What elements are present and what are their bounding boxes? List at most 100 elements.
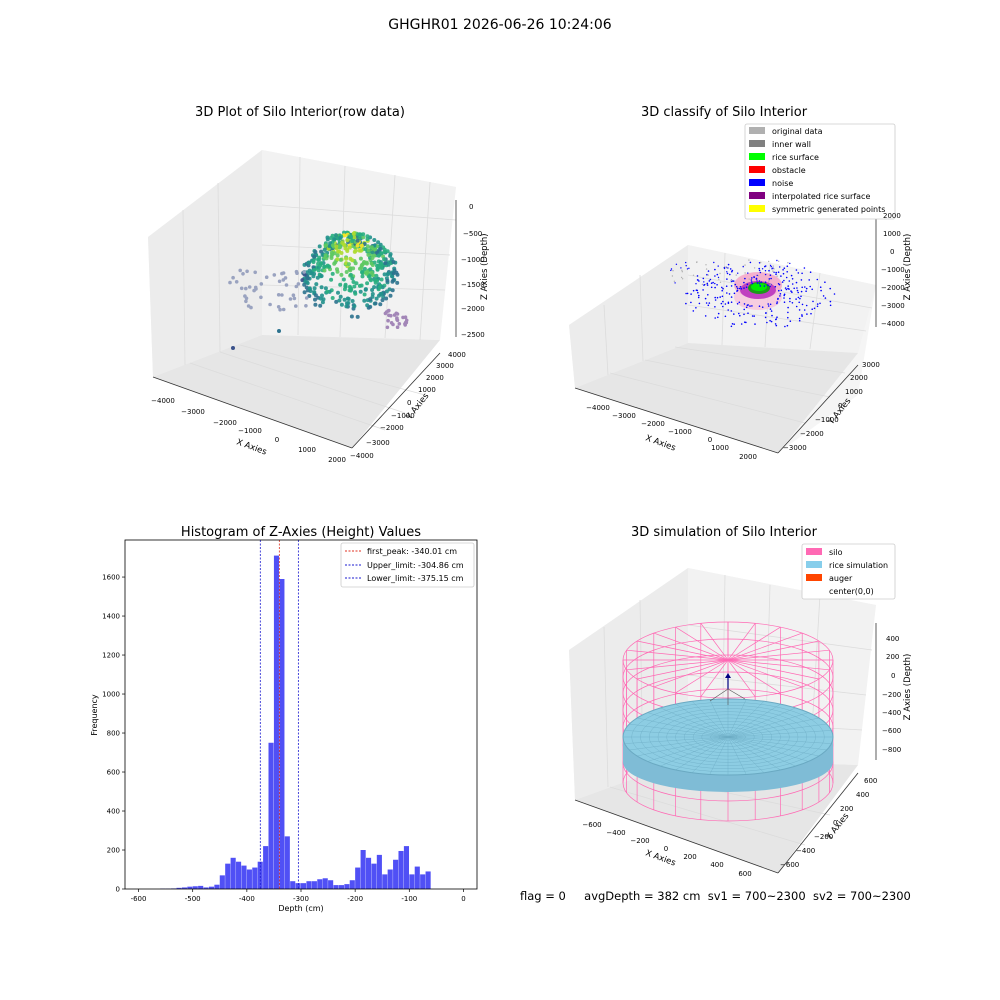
classify-noise-point — [757, 275, 760, 277]
raw-point — [365, 281, 370, 286]
classify-noise-point — [671, 275, 674, 277]
classify-noise-point — [756, 282, 759, 284]
hist-bar — [338, 885, 345, 889]
silo-roof-spoke — [727, 632, 803, 661]
classify-noise-point — [753, 315, 755, 317]
rice-mesh-spoke — [629, 723, 729, 738]
classify-noise-point — [719, 296, 721, 298]
raw-point — [241, 272, 245, 276]
raw-point — [378, 302, 383, 307]
raw-point — [368, 304, 373, 309]
classify-noise-point — [775, 318, 777, 321]
legend-swatch-auger — [806, 574, 822, 581]
classify-noise-point — [806, 313, 808, 315]
raw-point — [356, 232, 361, 237]
raw-scatter-points — [228, 230, 409, 350]
raw-point — [330, 296, 335, 300]
svg-text:1000: 1000 — [845, 388, 863, 396]
svg-text:0: 0 — [891, 672, 895, 680]
classify-noise-point — [685, 302, 687, 305]
raw-point — [360, 262, 365, 267]
raw-point — [352, 304, 357, 309]
classify-noise-point — [759, 271, 762, 274]
classify-noise-point — [803, 267, 806, 269]
hist-bar — [360, 850, 366, 889]
rice-mesh-spoke — [727, 736, 809, 762]
hist-bar — [382, 874, 388, 889]
legend-swatch-rice-surface — [749, 153, 765, 160]
hist-vlines — [259, 540, 299, 889]
raw-point — [385, 325, 390, 330]
legend-silo: silo — [829, 548, 843, 557]
raw-point — [294, 284, 299, 289]
raw-left-pane — [148, 150, 262, 377]
legend-upper-limit: Upper_limit: -304.86 cm — [367, 561, 464, 570]
svg-text:2000: 2000 — [739, 453, 757, 461]
classify-noise-point — [739, 286, 742, 288]
sim-title: 3D simulation of Silo Interior — [631, 525, 818, 540]
classify-noise-point — [776, 302, 778, 305]
classify-noise-point — [801, 303, 804, 306]
hist-bar — [344, 884, 350, 889]
svg-text:0: 0 — [275, 436, 279, 444]
hist-title: Histogram of Z-Axies (Height) Values — [181, 525, 421, 540]
svg-text:−2500: −2500 — [461, 331, 485, 339]
raw-point — [384, 310, 389, 314]
rice-mesh-spoke — [727, 703, 781, 738]
raw-point — [343, 284, 348, 289]
rice-mesh-spoke — [624, 736, 729, 744]
raw-point — [368, 276, 373, 281]
raw-point — [373, 247, 377, 252]
classify-noise-point — [791, 283, 794, 285]
raw-point — [370, 292, 375, 296]
hist-bar — [414, 866, 420, 889]
classify-noise-point — [724, 315, 727, 318]
raw-point — [335, 249, 340, 254]
raw-point — [253, 285, 258, 290]
svg-text:−3000: −3000 — [181, 408, 205, 416]
classify-noise-point — [714, 275, 716, 277]
raw-point — [374, 273, 379, 278]
raw-point — [373, 301, 378, 306]
classify-noise-point — [787, 262, 789, 264]
silo-roof-spoke — [700, 623, 729, 661]
classify-noise-point — [730, 285, 733, 287]
classify-noise-point — [787, 311, 789, 314]
raw-z-ticks: 0 −500 −1000 −1500 −2000 −2500 — [461, 203, 485, 339]
raw-point — [391, 278, 396, 283]
classify-noise-point — [745, 306, 748, 309]
classify-noise-point — [746, 283, 749, 286]
rice-mesh-spoke — [727, 730, 832, 738]
raw-point — [246, 304, 251, 308]
raw-point — [370, 250, 375, 255]
classify-noise-point — [733, 292, 736, 295]
raw-point — [362, 292, 367, 297]
hist-bar — [420, 874, 426, 889]
raw-point — [358, 266, 362, 271]
classify-noise-point — [685, 261, 687, 264]
raw-point — [318, 303, 323, 308]
classify-noise-point — [685, 265, 687, 267]
raw-point — [359, 248, 363, 253]
svg-text:−200: −200 — [814, 833, 833, 841]
raw-point — [313, 293, 318, 298]
classify-noise-point — [709, 278, 712, 281]
classify-noise-point — [696, 275, 699, 277]
raw-point — [313, 297, 317, 302]
legend-rice-simulation: rice simulation — [829, 561, 888, 570]
classify-noise-point — [748, 278, 750, 280]
raw-point — [368, 267, 373, 272]
classify-noise-point — [755, 277, 758, 280]
classify-noise-point — [721, 286, 723, 289]
classify-noise-point — [740, 323, 743, 325]
rice-mesh-spoke — [727, 736, 832, 744]
raw-zlabel: Z Axies (Depth) — [480, 233, 490, 300]
rice-mesh-spoke — [647, 712, 729, 738]
classify-noise-point — [735, 274, 737, 276]
classify-noise-point — [788, 280, 791, 282]
classify-noise-point — [768, 269, 770, 272]
legend-swatch-original — [749, 127, 765, 134]
hist-bar — [246, 869, 252, 889]
raw-point — [382, 272, 387, 277]
classify-noise-point — [811, 288, 813, 291]
